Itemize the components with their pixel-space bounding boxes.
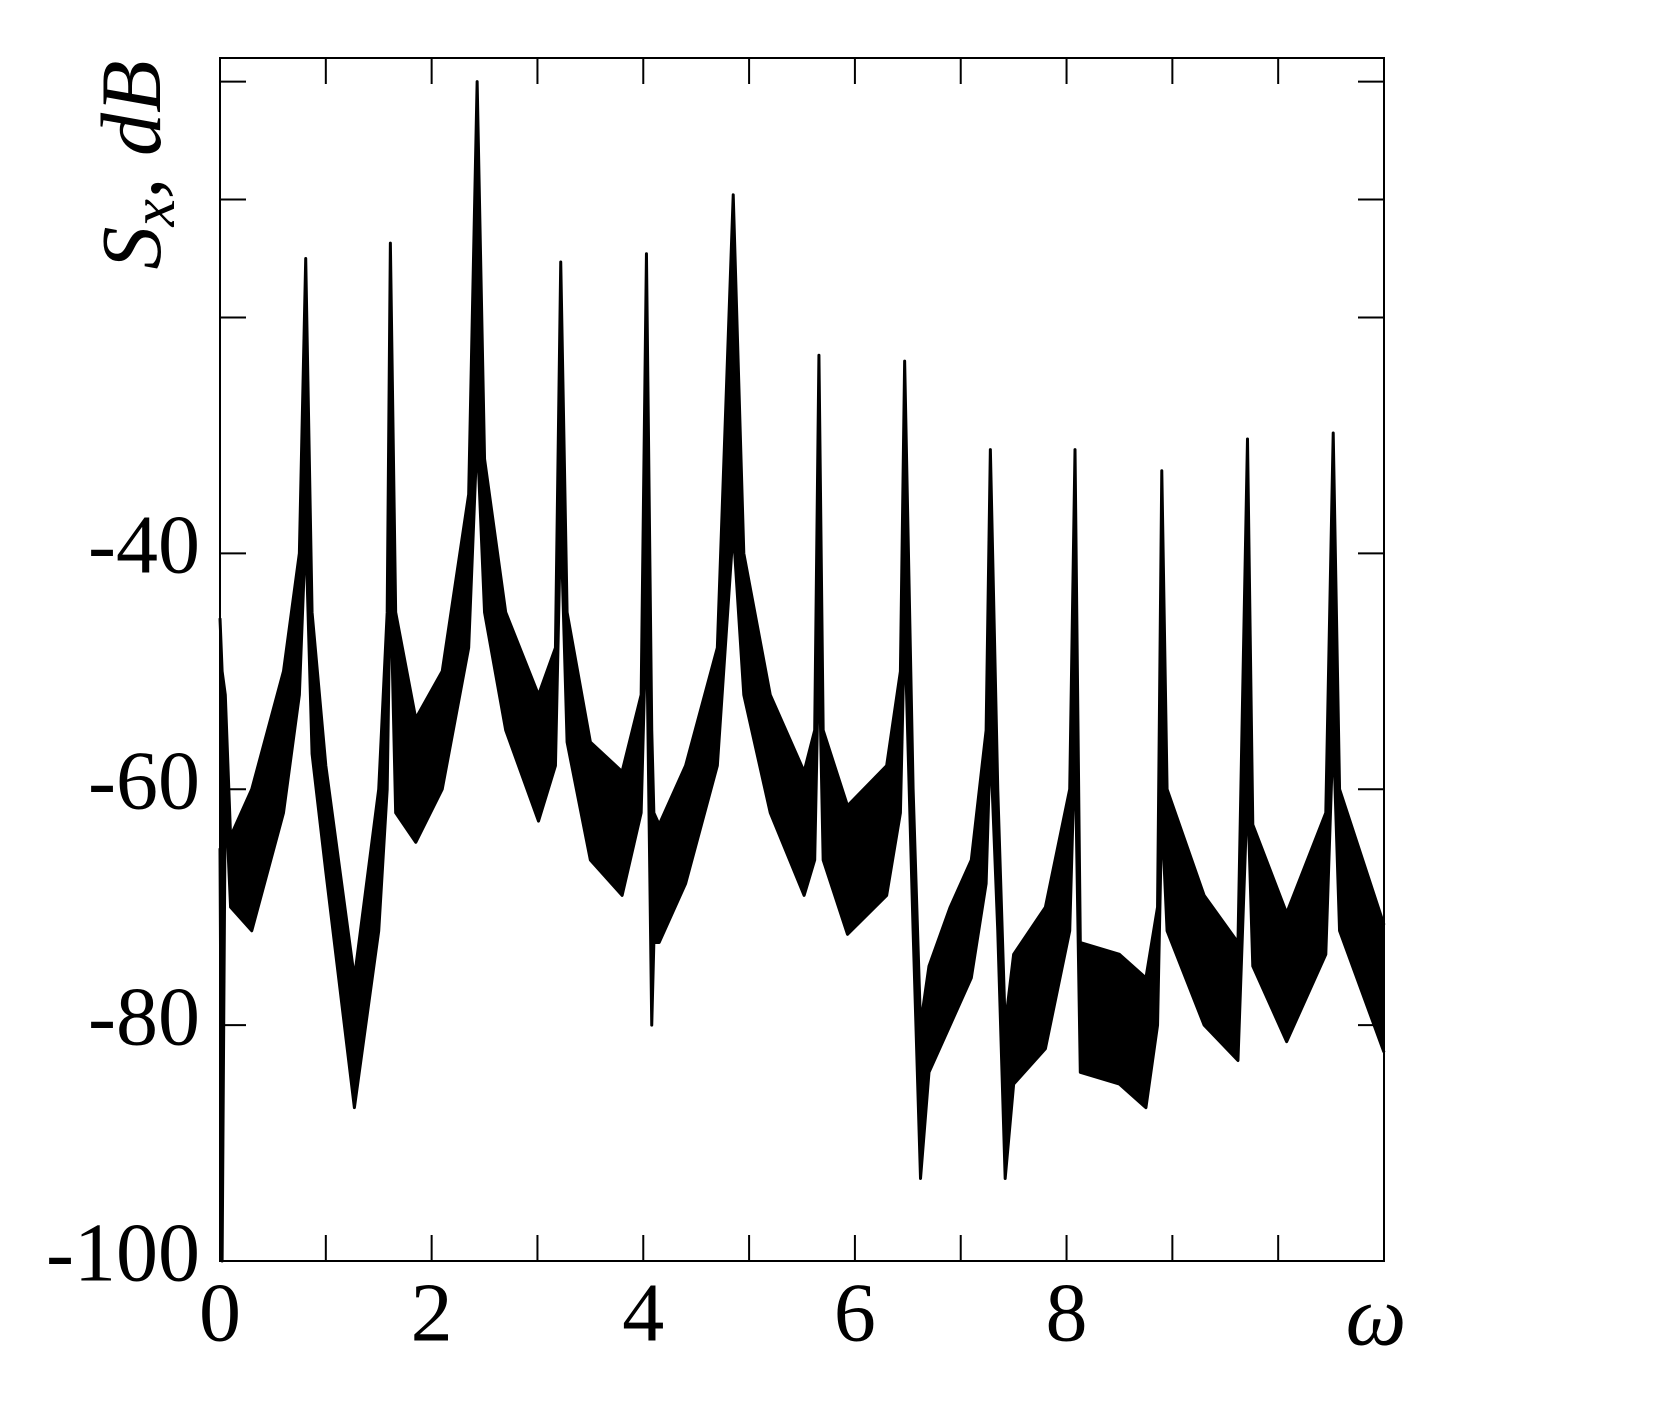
x-tick-label: 0 [199,1266,241,1359]
x-axis-label: ω [1346,1268,1407,1364]
y-tick-label: -100 [46,1206,200,1299]
y-tick-label: -40 [88,499,200,592]
x-tick-label: 2 [411,1266,453,1359]
band-edge [218,80,1386,1027]
y-label-main: S [83,227,179,270]
x-tick-label: 4 [622,1266,664,1359]
y-tick-label: -80 [88,970,200,1063]
y-label-rest: , dB [83,60,179,199]
x-tick-label: 8 [1046,1266,1088,1359]
y-axis-label: Sx, dB [83,60,188,269]
band-fill [220,81,1384,1261]
x-tick-label: 6 [834,1266,876,1359]
plot-frame [219,57,1385,1262]
y-label-sub: x [120,199,188,228]
band-edge [218,433,1386,1263]
y-tick-label: -60 [88,735,200,828]
